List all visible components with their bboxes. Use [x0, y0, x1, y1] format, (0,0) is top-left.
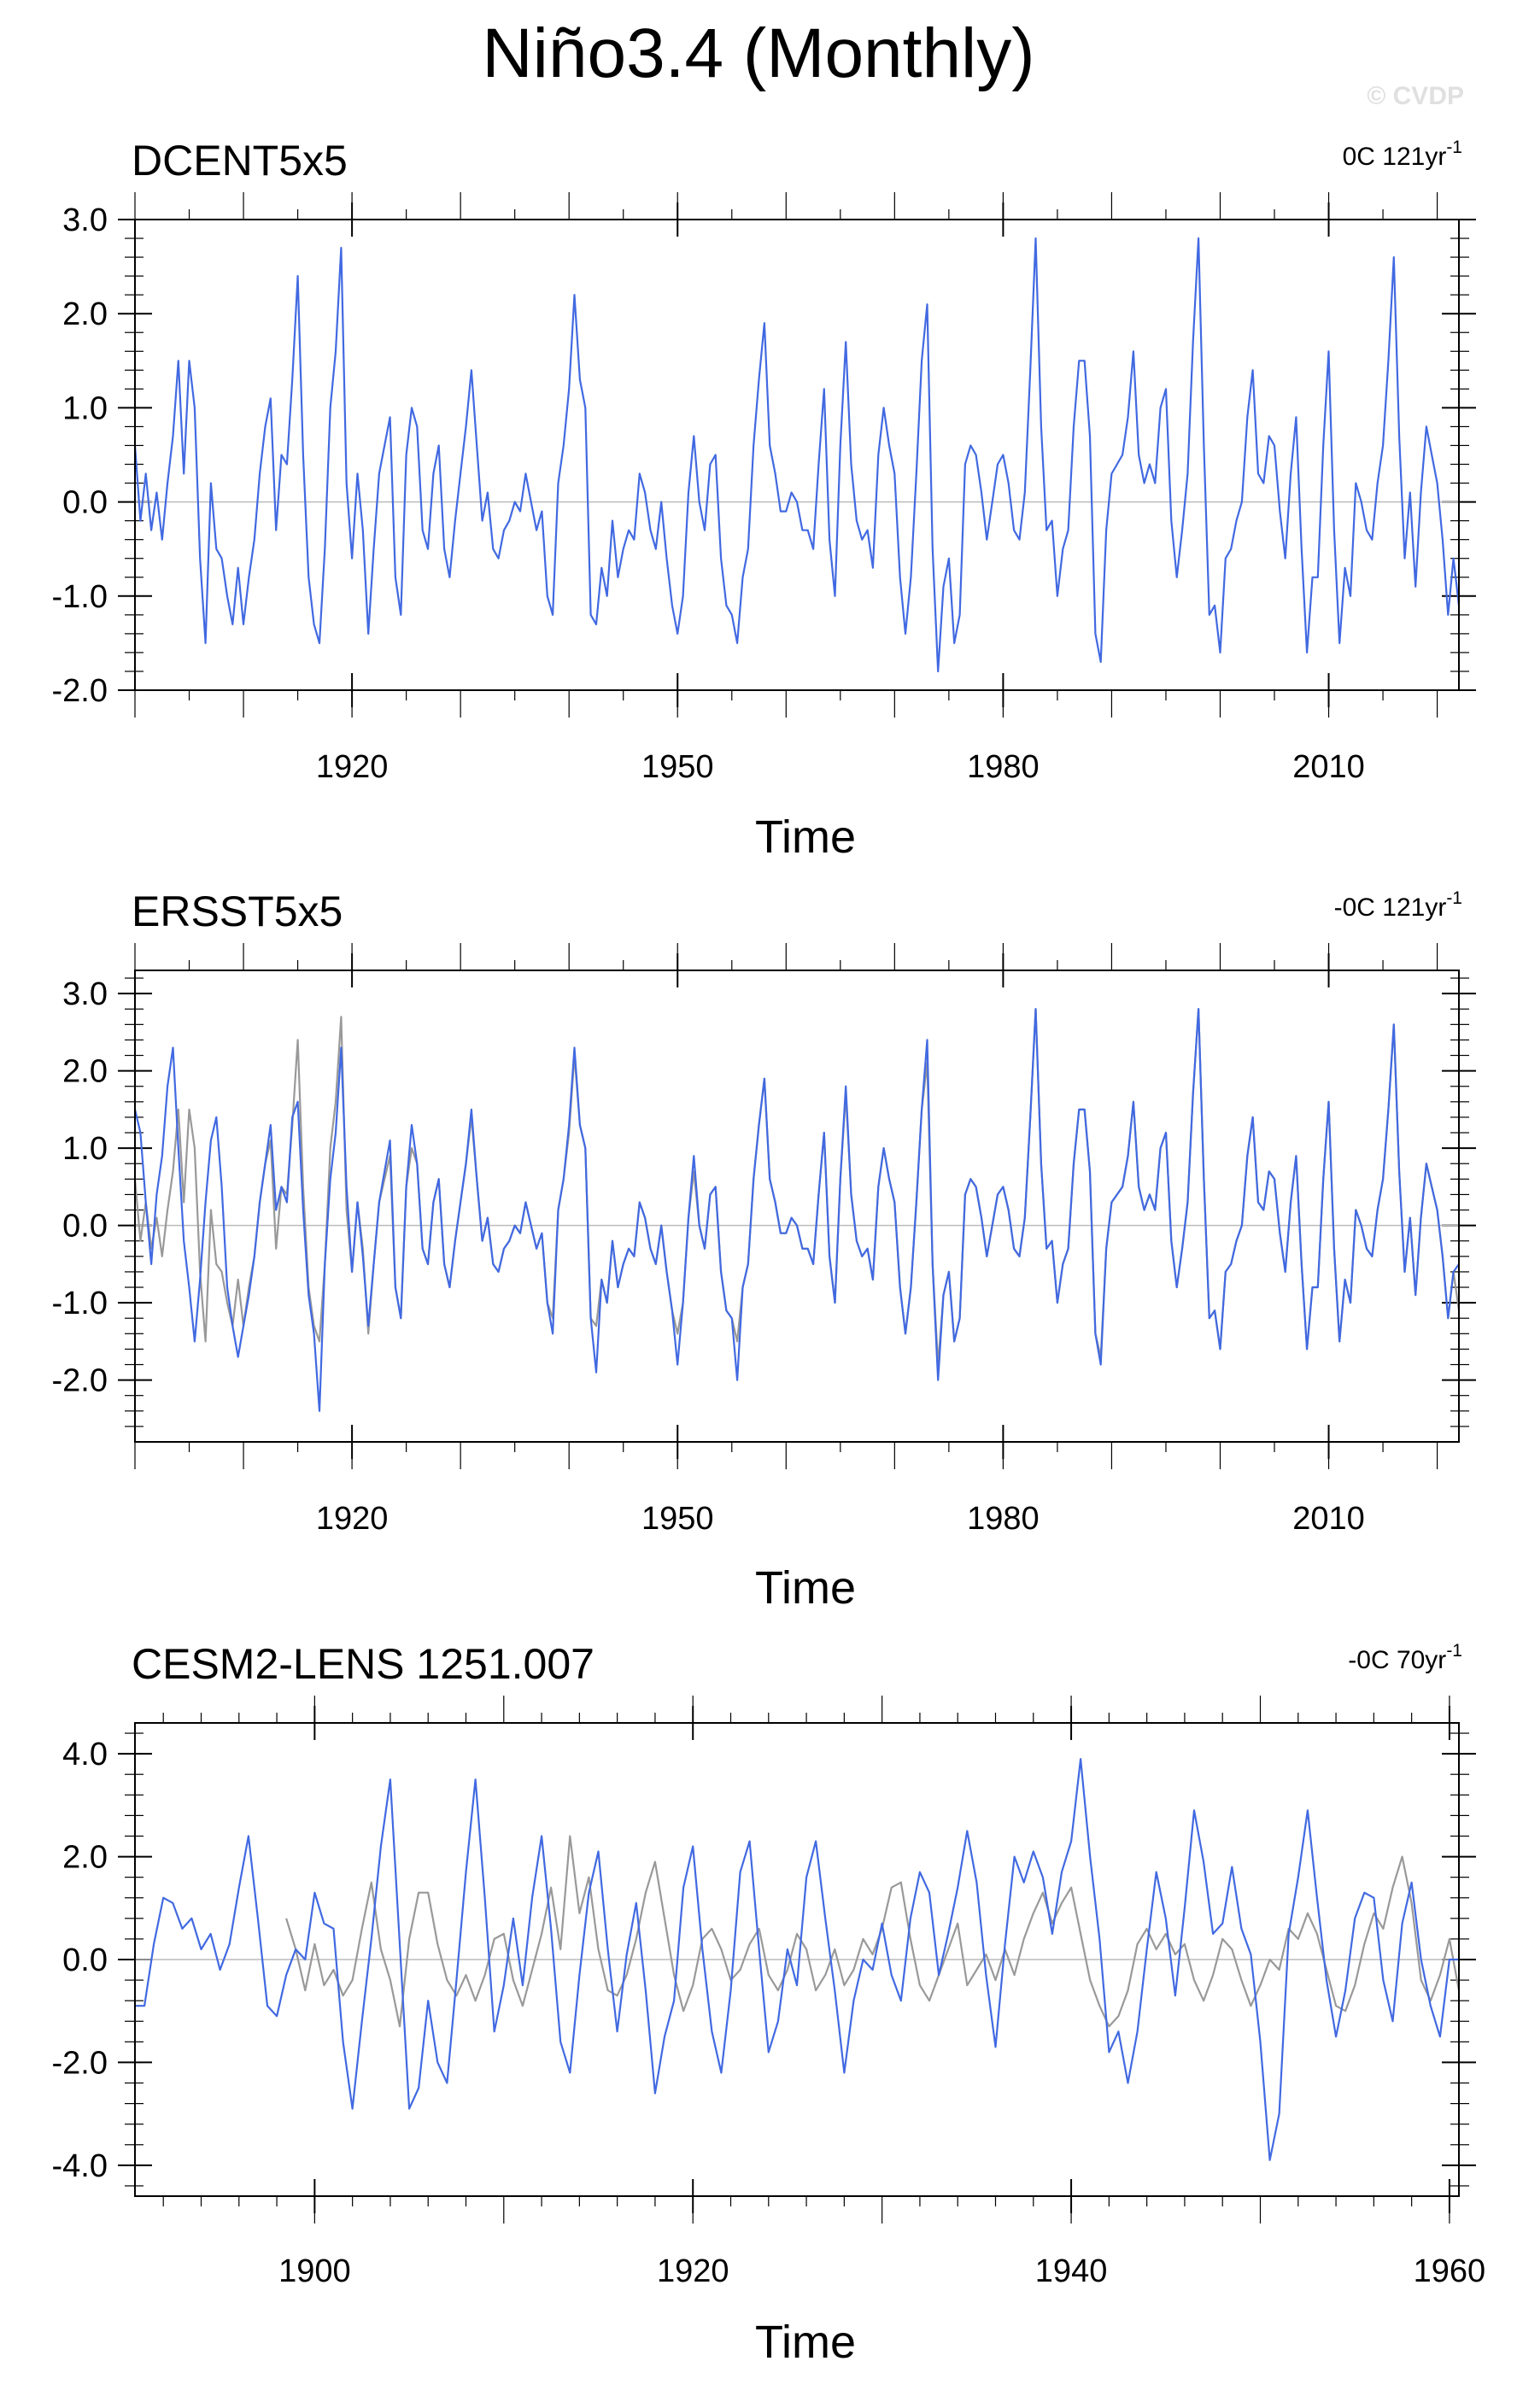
y-tick-label: -2.0: [52, 673, 108, 709]
trend-label: -0C 121yr-1: [1334, 888, 1462, 922]
y-tick-label: 0.0: [62, 1209, 108, 1245]
x-tick-label: 1980: [967, 749, 1040, 785]
y-tick-label: 2.0: [62, 1840, 108, 1876]
x-tick-label: 2010: [1292, 749, 1365, 785]
chart-panel-3: CESM2-LENS 1251.007 -0C 70yr-1 -4.0 -2.0 0.0…: [52, 1640, 1486, 2368]
y-tick-label: 1.0: [62, 1131, 108, 1167]
x-tick-label: 1920: [316, 1501, 389, 1537]
y-tick-label: -2.0: [52, 2045, 108, 2081]
x-tick-label: 1940: [1035, 2253, 1108, 2289]
trend-exponent: -1: [1446, 138, 1462, 157]
chart-panel-2: ERSST5x5 -0C 121yr-1 -2.0 -1.0 0.0 1.0 2.0 3.0 1…: [52, 888, 1476, 1614]
x-tick-label: 1980: [967, 1501, 1040, 1537]
figure-title: Niño3.4 (Monthly): [482, 15, 1035, 92]
x-tick-label: 1900: [278, 2253, 351, 2289]
series-line-2: [135, 1008, 1459, 1412]
series-line-2: [135, 1758, 1459, 2161]
x-tick-label: 1950: [641, 1501, 714, 1537]
y-tick-label: -1.0: [52, 1286, 108, 1321]
x-tick-label: 1920: [657, 2253, 729, 2289]
plot-frame: [134, 219, 1460, 691]
x-axis-label: Time: [755, 811, 856, 863]
y-tick-label: 0.0: [62, 485, 108, 521]
chart-panel-1: DCENT5x5 0C 121yr-1 -2.0 -1.0 0.0 1.0 2.0 3.0 19…: [52, 137, 1476, 863]
x-tick-label: 1960: [1414, 2253, 1486, 2289]
panel-title: CESM2-LENS 1251.007: [132, 1640, 594, 1688]
trend-exponent: -1: [1446, 1641, 1462, 1661]
trend-label: 0C 121yr-1: [1343, 138, 1462, 171]
x-axis-label: Time: [755, 1562, 856, 1614]
x-tick-label: 1920: [316, 749, 389, 785]
copyright-mark: © CVDP: [1367, 82, 1464, 110]
series-line-1: [135, 237, 1459, 673]
panel-title: ERSST5x5: [132, 888, 343, 935]
trend-label: -0C 70yr-1: [1348, 1641, 1462, 1674]
plot-frame: [134, 970, 1460, 1443]
x-tick-label: 1950: [641, 749, 714, 785]
series-line-1: [285, 1835, 1459, 2028]
x-axis-label: Time: [755, 2317, 856, 2368]
panel-title: DCENT5x5: [132, 137, 348, 185]
y-tick-label: 4.0: [62, 1737, 108, 1772]
y-tick-label: 2.0: [62, 296, 108, 332]
y-tick-label: 1.0: [62, 390, 108, 426]
series-line-1: [135, 1008, 1459, 1366]
y-tick-label: 3.0: [62, 202, 108, 238]
y-tick-label: 0.0: [62, 1942, 108, 1978]
y-tick-label: 3.0: [62, 976, 108, 1012]
trend-exponent: -1: [1446, 888, 1462, 908]
y-tick-label: -4.0: [52, 2148, 108, 2184]
y-tick-label: -1.0: [52, 579, 108, 615]
y-tick-label: 2.0: [62, 1054, 108, 1090]
x-tick-label: 2010: [1292, 1501, 1365, 1537]
y-tick-label: -2.0: [52, 1363, 108, 1399]
plot-frame: [134, 1722, 1460, 2197]
